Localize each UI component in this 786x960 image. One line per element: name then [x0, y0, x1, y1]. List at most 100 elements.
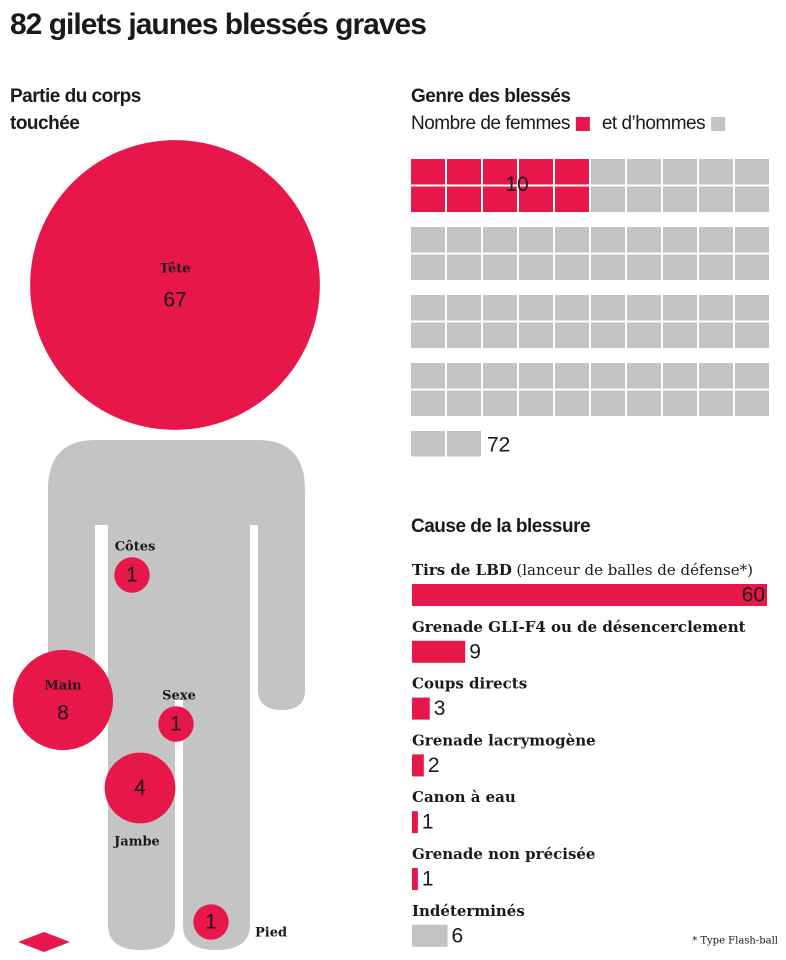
value-label: 3 — [434, 697, 446, 720]
waffle-cell — [663, 322, 697, 348]
waffle-cell — [699, 295, 733, 321]
waffle-cell — [735, 295, 769, 321]
waffle-cell — [555, 390, 589, 416]
waffle-cell — [411, 322, 445, 348]
waffle-cell — [519, 159, 553, 185]
waffle-cell — [483, 186, 517, 212]
logo-diamond — [18, 932, 70, 952]
bubble — [12, 649, 114, 751]
waffle-cell — [627, 227, 661, 253]
waffle-cell — [735, 322, 769, 348]
waffle-cell — [483, 363, 517, 389]
waffle-cell — [411, 295, 445, 321]
category-name: Grenade non précisée — [412, 845, 595, 863]
section-title: Cause de la blessure — [411, 516, 590, 537]
category-label: Grenade non précisée — [412, 845, 595, 863]
legend-swatch — [575, 117, 590, 131]
category-name: Tirs de LBD — [412, 561, 512, 579]
section-title: Genre des blessés — [411, 86, 570, 107]
value-label: 1 — [422, 868, 434, 891]
waffle-cell — [519, 363, 553, 389]
waffle-cell — [483, 322, 517, 348]
waffle-cell — [519, 186, 553, 212]
waffle-cell — [555, 322, 589, 348]
page-title: 82 gilets jaunes blessés graves — [10, 8, 426, 41]
waffle-cell — [411, 390, 445, 416]
category-name: Grenade GLI-F4 ou de désencerclement — [412, 618, 746, 636]
bubble-value: 4 — [134, 777, 146, 800]
waffle-cell — [627, 363, 661, 389]
waffle-cell — [627, 295, 661, 321]
waffle-cell — [735, 186, 769, 212]
waffle-cell — [699, 186, 733, 212]
waffle-cell — [591, 322, 625, 348]
bar — [412, 584, 767, 606]
waffle-cell — [447, 322, 481, 348]
category-label: Coups directs — [412, 675, 527, 693]
bubble-label: Main — [44, 679, 82, 694]
waffle-cell — [663, 186, 697, 212]
waffle-cell — [483, 390, 517, 416]
value-label: 9 — [469, 640, 481, 663]
waffle-cell — [627, 186, 661, 212]
waffle-cell — [447, 186, 481, 212]
bubble — [114, 557, 150, 593]
waffle-cell — [411, 186, 445, 212]
legend-label: Nombre de femmes — [411, 113, 570, 134]
category-name: Grenade lacrymogène — [412, 731, 596, 749]
waffle-cell — [519, 254, 553, 280]
section-title: touchée — [10, 113, 79, 134]
waffle-cell — [483, 254, 517, 280]
bubble-label: Tête — [159, 262, 190, 277]
bubble-value: 67 — [163, 289, 186, 312]
bar — [412, 868, 418, 890]
bubble — [193, 904, 229, 940]
legend-swatch — [711, 117, 726, 131]
category-name: Coups directs — [412, 675, 527, 693]
waffle-cell — [555, 363, 589, 389]
waffle-cell — [591, 363, 625, 389]
category-label: Grenade GLI-F4 ou de désencerclement — [412, 618, 746, 636]
bubble-value: 1 — [170, 713, 182, 736]
waffle-value: 10 — [505, 173, 528, 196]
waffle-cell — [591, 295, 625, 321]
bubble-value: 1 — [126, 564, 138, 587]
waffle-cell — [699, 159, 733, 185]
waffle-cell — [591, 254, 625, 280]
waffle-cell — [447, 363, 481, 389]
waffle-cell — [591, 227, 625, 253]
waffle-cell — [591, 186, 625, 212]
category-detail: (lanceur de balles de défense*) — [516, 561, 753, 579]
bar — [412, 811, 418, 834]
value-label: 2 — [428, 754, 440, 777]
waffle-cell — [411, 363, 445, 389]
bubble — [104, 752, 176, 824]
waffle-cell — [519, 295, 553, 321]
bubble-value: 8 — [57, 702, 69, 725]
bar — [412, 924, 448, 947]
waffle-cell — [663, 227, 697, 253]
waffle-cell — [483, 227, 517, 253]
waffle-cell — [735, 363, 769, 389]
waffle-cell — [483, 295, 517, 321]
bubble-value: 1 — [205, 911, 217, 934]
waffle-cell — [555, 295, 589, 321]
category-name: Indéterminés — [412, 902, 525, 920]
bubble-label: Jambe — [113, 835, 160, 850]
waffle-cell — [591, 390, 625, 416]
bubble-label: Sexe — [162, 689, 196, 704]
waffle-cell — [663, 363, 697, 389]
category-label: Canon à eau — [412, 788, 516, 806]
waffle-cell — [735, 390, 769, 416]
section-title: Partie du corps — [10, 86, 141, 107]
waffle-cell — [447, 159, 481, 185]
waffle-cell — [699, 363, 733, 389]
legend-label: et d’hommes — [602, 113, 705, 134]
waffle-cell — [411, 431, 445, 457]
waffle-cell — [555, 254, 589, 280]
waffle-cell — [411, 159, 445, 185]
bubble-label: Côtes — [115, 540, 156, 555]
body-silhouette — [48, 440, 305, 950]
